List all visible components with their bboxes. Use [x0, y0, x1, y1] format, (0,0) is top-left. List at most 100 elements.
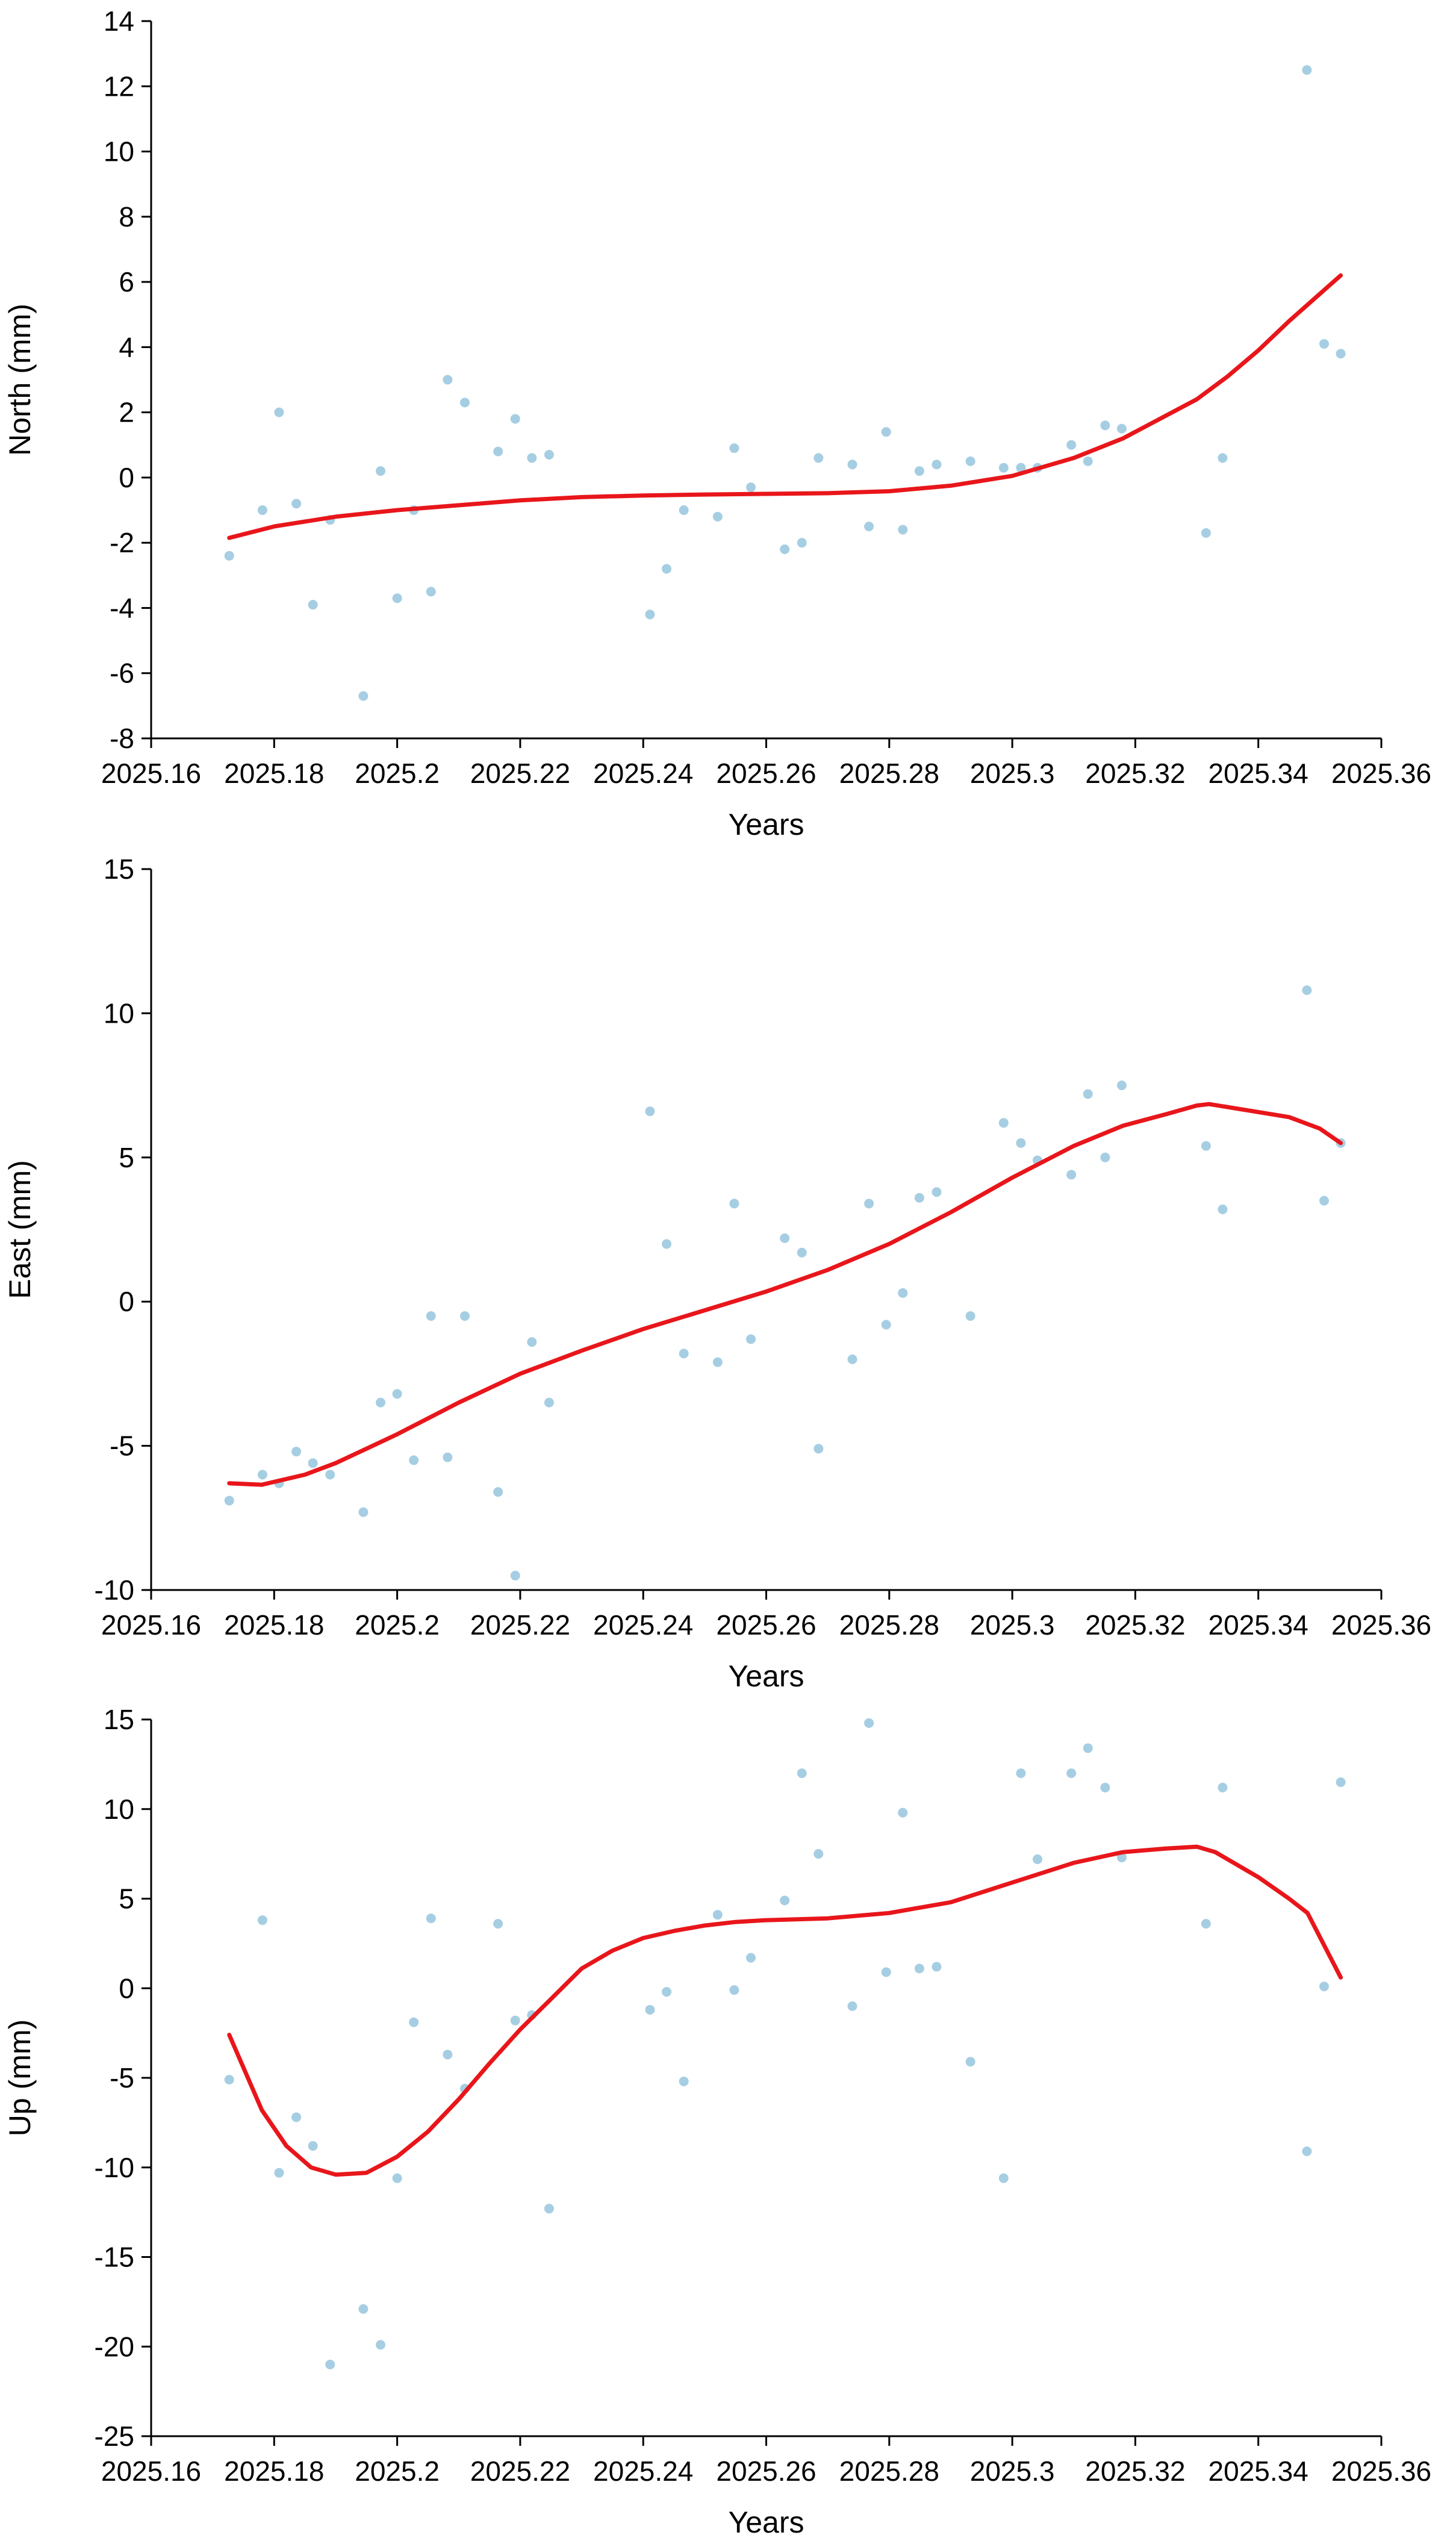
north-data-point: [224, 550, 234, 561]
x-tick-label: 2025.36: [1331, 1609, 1431, 1641]
north-data-point: [797, 538, 807, 548]
up-data-point: [998, 2173, 1009, 2183]
x-tick-label: 2025.36: [1331, 2455, 1431, 2487]
north-data-point: [1016, 463, 1026, 473]
east-chart: -10 -5 0 5 10 15 2025.16 2025.18 2025.2 2025.22 20…: [3, 853, 1431, 1693]
y-tick-label: -5: [110, 1430, 134, 1462]
up-data-point: [864, 1718, 874, 1728]
up-data-point: [257, 1915, 267, 1925]
up-data-point: [544, 2204, 554, 2214]
east-data-point: [392, 1389, 402, 1399]
east-data-point: [998, 1118, 1009, 1128]
north-data-point: [376, 466, 386, 476]
east-data-point: [291, 1447, 302, 1457]
x-tick-label: 2025.24: [593, 2455, 693, 2487]
east-data-point: [544, 1397, 554, 1408]
up-data-point: [898, 1807, 908, 1818]
up-data-point: [1083, 1743, 1093, 1753]
north-data-point: [881, 427, 891, 437]
east-data-point: [493, 1487, 503, 1497]
y-tick-label: 10: [104, 1794, 134, 1825]
x-tick-label: 2025.16: [101, 1609, 201, 1641]
y-tick-label: 5: [119, 1883, 134, 1915]
x-tick-label: 2025.3: [970, 2455, 1055, 2487]
north-y-axis-title: North (mm): [3, 304, 37, 456]
east-data-point: [1319, 1196, 1330, 1206]
east-data-point: [1116, 1080, 1127, 1091]
y-tick-label: 6: [119, 266, 134, 298]
east-data-point: [780, 1233, 790, 1243]
north-data-point: [443, 375, 453, 385]
y-tick-label: -6: [110, 658, 134, 689]
y-tick-label: -8: [110, 723, 134, 754]
y-tick-label: 10: [104, 997, 134, 1029]
y-tick-label: -15: [95, 2242, 134, 2273]
up-data-point: [814, 1849, 824, 1859]
east-data-point: [409, 1455, 419, 1465]
x-tick-label: 2025.2: [355, 758, 440, 789]
east-data-point: [1218, 1204, 1228, 1214]
north-data-point: [814, 453, 824, 463]
north-data-point: [493, 446, 503, 457]
north-data-point: [1083, 456, 1093, 466]
up-data-point: [881, 1967, 891, 1977]
y-tick-label: 0: [119, 462, 134, 493]
east-data-point: [662, 1239, 672, 1249]
up-data-point: [274, 2168, 284, 2178]
up-chart: -25 -20 -15 -10 -5 0 5 10 15 2025.16 2025.18 2025.2…: [3, 1704, 1431, 2539]
north-data-point: [745, 482, 756, 493]
east-data-point: [1066, 1170, 1077, 1180]
east-data-point: [257, 1470, 267, 1480]
up-x-axis-title: Years: [728, 2505, 804, 2539]
y-tick-label: -25: [95, 2421, 134, 2452]
up-data-point: [797, 1768, 807, 1779]
east-data-point: [358, 1507, 369, 1517]
up-data-point: [780, 1895, 790, 1906]
x-tick-label: 2025.16: [101, 2455, 201, 2487]
north-data-point: [645, 610, 655, 620]
up-data-point: [729, 1985, 739, 1995]
north-data-point: [998, 463, 1009, 473]
up-data-point: [645, 2004, 655, 2015]
x-tick-label: 2025.32: [1085, 758, 1185, 789]
up-data-point: [493, 1919, 503, 1929]
x-tick-label: 2025.26: [716, 758, 816, 789]
up-data-point: [376, 2340, 386, 2350]
north-data-point: [1302, 65, 1312, 75]
y-tick-label: 12: [104, 70, 134, 102]
up-data-point: [965, 2057, 975, 2067]
up-data-point: [325, 2360, 335, 2369]
north-data-point: [1201, 528, 1211, 538]
x-tick-label: 2025.26: [716, 1609, 816, 1641]
up-data-point: [1302, 2146, 1312, 2156]
north-data-point: [914, 466, 924, 476]
north-data-point: [308, 600, 318, 610]
x-tick-label: 2025.24: [593, 1609, 693, 1641]
x-tick-label: 2025.18: [224, 758, 324, 789]
east-data-point: [376, 1397, 386, 1408]
east-data-point: [729, 1199, 739, 1209]
north-fit-line: [227, 273, 1343, 540]
x-tick-label: 2025.22: [470, 758, 570, 789]
y-tick-label: 4: [119, 331, 134, 363]
east-y-axis-title: East (mm): [3, 1160, 37, 1299]
up-data-point: [224, 2074, 234, 2084]
north-data-point: [358, 691, 369, 701]
east-data-point: [459, 1311, 470, 1321]
east-data-point: [308, 1458, 318, 1468]
north-data-point: [426, 587, 436, 597]
x-tick-label: 2025.28: [839, 758, 939, 789]
x-tick-label: 2025.28: [839, 2455, 939, 2487]
north-data-point: [392, 593, 402, 603]
north-data-point: [679, 505, 689, 516]
east-data-point: [679, 1348, 689, 1359]
north-data-point: [257, 505, 267, 516]
y-tick-label: 14: [104, 5, 134, 37]
north-data-point: [1336, 349, 1346, 359]
y-tick-label: -20: [95, 2331, 134, 2362]
x-tick-label: 2025.32: [1085, 1609, 1185, 1641]
y-tick-label: 0: [119, 1286, 134, 1317]
up-data-point: [1336, 1777, 1346, 1788]
